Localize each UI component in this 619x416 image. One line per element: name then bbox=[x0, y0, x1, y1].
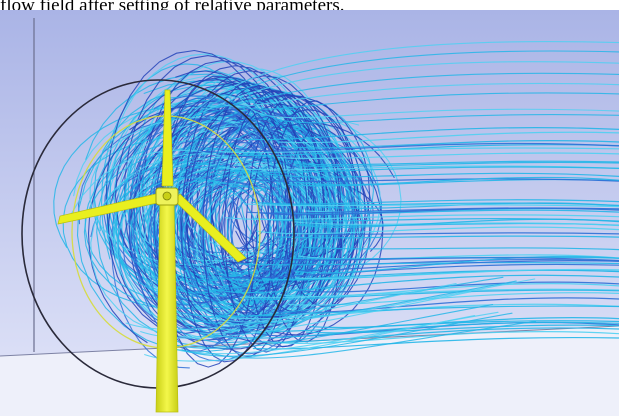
streamline-wake bbox=[277, 152, 619, 160]
streamline-wake bbox=[277, 283, 619, 298]
streamline-upper bbox=[202, 61, 619, 113]
streamline-upper bbox=[184, 41, 619, 121]
streamline-upper bbox=[238, 95, 619, 119]
wind-turbine bbox=[57, 89, 247, 413]
streamline-wake bbox=[229, 321, 619, 339]
streamline-wake bbox=[297, 218, 619, 228]
streamline-wake bbox=[276, 297, 619, 314]
streamline-lower bbox=[205, 320, 537, 359]
streamline-wake bbox=[218, 147, 619, 154]
turbine-hub bbox=[162, 191, 172, 201]
streamline-wake bbox=[244, 203, 619, 208]
streamline-wake bbox=[242, 288, 619, 299]
streamline-swirl bbox=[70, 149, 370, 338]
streamline-wake bbox=[309, 317, 619, 329]
streamline-swirl bbox=[99, 161, 320, 283]
streamline-wake bbox=[294, 160, 619, 166]
streamline-wake bbox=[281, 139, 619, 149]
flow-field-svg bbox=[0, 10, 619, 416]
streamline-wake bbox=[239, 261, 619, 266]
streamline-wake bbox=[256, 226, 619, 235]
streamline-wake bbox=[253, 256, 619, 262]
streamline-wake bbox=[278, 131, 619, 144]
streamline-wake bbox=[224, 214, 619, 221]
streamline-upper bbox=[247, 91, 619, 124]
streamline-wake bbox=[305, 324, 619, 334]
streamline-upper bbox=[211, 72, 619, 109]
streamline-wake bbox=[307, 202, 619, 209]
streamline-wake bbox=[250, 199, 619, 205]
streamline-lower bbox=[125, 282, 457, 331]
streamline-wake bbox=[275, 235, 619, 239]
streamline-wake bbox=[251, 178, 619, 183]
streamline-wake bbox=[303, 246, 619, 251]
streamline-wake bbox=[246, 207, 619, 214]
streamline-wake bbox=[276, 209, 619, 215]
streamline-wake bbox=[294, 255, 619, 274]
streamline-group bbox=[53, 41, 619, 369]
streamline-wake bbox=[293, 161, 619, 167]
streamline-wake bbox=[244, 289, 619, 300]
streamline-swirl bbox=[153, 93, 366, 329]
streamline-wake bbox=[295, 268, 619, 280]
streamline-wake bbox=[296, 176, 619, 186]
streamline-wake bbox=[227, 127, 619, 141]
streamline-wake bbox=[229, 166, 619, 173]
streamline-lower bbox=[162, 304, 494, 349]
streamline-upper bbox=[193, 50, 619, 117]
streamline-upper bbox=[229, 92, 619, 110]
streamline-wake bbox=[219, 274, 619, 294]
streamline-wake bbox=[293, 281, 619, 293]
flow-field-figure bbox=[0, 10, 619, 416]
streamline-lower bbox=[181, 312, 513, 357]
streamline-wake bbox=[235, 142, 619, 152]
turbine-tower bbox=[155, 199, 179, 413]
streamline-upper bbox=[220, 82, 619, 107]
streamline-wake bbox=[263, 331, 619, 344]
streamline-wake bbox=[268, 172, 619, 178]
turbine-blade-up bbox=[161, 89, 174, 187]
streamline-wake bbox=[222, 165, 619, 171]
streamline-wake bbox=[261, 260, 619, 272]
streamline-lower bbox=[204, 278, 536, 323]
streamline-lower bbox=[172, 276, 504, 318]
